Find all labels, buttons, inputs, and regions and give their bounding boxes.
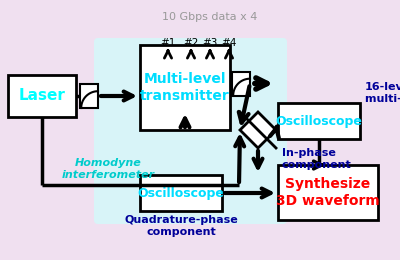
- Text: Oscilloscope: Oscilloscope: [276, 114, 362, 127]
- Bar: [278, 165, 378, 220]
- Text: Quadrature-phase
component: Quadrature-phase component: [124, 215, 238, 237]
- Text: 16-level
multi-level signal: 16-level multi-level signal: [365, 82, 400, 103]
- Text: #2: #2: [183, 38, 199, 48]
- Text: #1: #1: [160, 38, 176, 48]
- Text: Synthesize
3D waveform: Synthesize 3D waveform: [276, 177, 380, 207]
- Bar: [278, 103, 360, 139]
- Bar: [8, 75, 76, 117]
- Bar: [232, 72, 250, 95]
- Bar: [140, 45, 230, 130]
- Text: In-phase
component: In-phase component: [282, 148, 352, 170]
- Bar: [140, 175, 222, 211]
- Text: Homodyne
interferometer: Homodyne interferometer: [62, 158, 154, 180]
- Text: #3: #3: [202, 38, 218, 48]
- Text: 10 Gbps data x 4: 10 Gbps data x 4: [162, 12, 258, 22]
- FancyBboxPatch shape: [94, 38, 287, 224]
- Bar: [80, 84, 98, 108]
- Text: Laser: Laser: [18, 88, 66, 103]
- Text: #4: #4: [221, 38, 237, 48]
- Polygon shape: [240, 112, 276, 148]
- Text: Oscilloscope: Oscilloscope: [138, 186, 224, 199]
- Text: Multi-level
transmitter: Multi-level transmitter: [140, 72, 230, 103]
